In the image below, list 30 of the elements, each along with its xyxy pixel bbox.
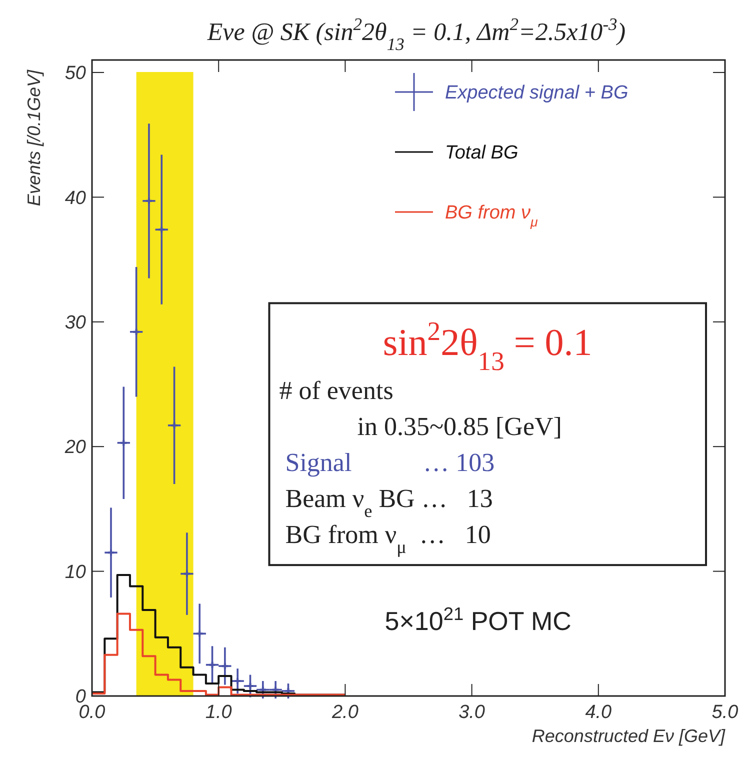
y-axis-title: Events [/0.1GeV] [24,69,44,206]
legend-label: Expected signal + BG [445,82,628,104]
y-tick-label: 50 [64,63,86,84]
annotation: in 0.35~0.85 [GeV] [357,412,562,442]
annotation: sin$^{2}$2θ$_{13}$ = 0.1 [382,316,592,376]
point [170,421,178,430]
annotation: # of events [279,376,394,406]
point [132,328,140,336]
x-tick-label: 5.0 [712,702,739,723]
annotation: 5×10$^{21}$ POT MC [384,604,572,636]
point [182,570,191,578]
y-tick-label: 30 [64,312,86,334]
point [158,226,166,234]
point [120,438,128,447]
point [196,630,204,638]
x-tick-label: 4.0 [585,702,612,723]
legend-label: BG from ν$_{μ}$ [445,202,539,230]
annotation: Signal … 103 [285,448,495,478]
y-tick-label: 40 [64,188,86,209]
y-tick-label: 20 [64,437,86,458]
x-tick-label: 3.0 [458,702,486,723]
annotation: BG from ν$_{μ}$ … 10 [285,520,491,558]
legend-label: Total BG [445,142,518,164]
annotation: Beam ν$_{e}$ BG … 13 [285,484,493,522]
x-axis-title: Reconstructed Eν [GeV] [532,726,726,746]
x-tick-label: 1.0 [205,702,232,723]
y-tick-label: 10 [64,562,86,583]
x-tick-label: 2.0 [330,702,359,723]
chart-title: Eνe @ SK (sin$^{2}$2θ$_{13}$ = 0.1, Δm$^{2}$=2.5x10$^{-3}$) [207,14,626,54]
point [208,660,216,669]
